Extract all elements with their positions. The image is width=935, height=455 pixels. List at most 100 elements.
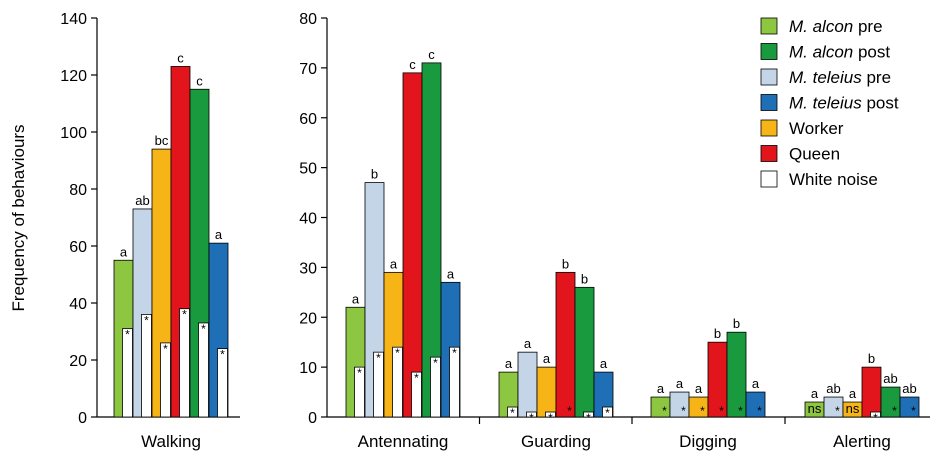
white-noise-bar (602, 406, 613, 418)
y-tick-label: 30 (299, 260, 317, 277)
legend-label: White noise (789, 170, 878, 189)
bar-alerting-queen (861, 366, 882, 418)
y-tick-label: 20 (69, 353, 87, 370)
category-guarding: a * a * a * b * b * a * Guarding (498, 256, 614, 451)
significance-letter: a (676, 376, 684, 391)
y-tick-label: 40 (69, 296, 87, 313)
noise-comparison-mark: * (376, 351, 381, 365)
white-noise-bar (179, 308, 190, 418)
noise-comparison-mark: * (873, 411, 878, 425)
category-label: Antennating (358, 432, 449, 451)
white-noise-bar (198, 322, 209, 418)
legend-species-name: M. alcon (789, 17, 853, 36)
noise-comparison-mark: * (163, 342, 168, 356)
legend-label-suffix: post (862, 94, 899, 113)
bar-guarding-m-teleius-pre (517, 351, 538, 418)
category-antennating: a * b * a * c * c * a * Antennating (345, 47, 461, 451)
significance-letter: a (600, 356, 608, 371)
y-tick-label: 120 (60, 68, 87, 85)
significance-letter: c (177, 50, 184, 65)
legend-item-m-alcon-post: M. alcon post (760, 43, 890, 62)
significance-letter: a (849, 386, 857, 401)
significance-letter: a (447, 266, 455, 281)
white-noise-bar (160, 342, 171, 418)
legend-label-suffix: post (853, 43, 890, 62)
y-tick-label: 60 (69, 239, 87, 256)
bar-guarding-queen (555, 271, 576, 418)
y-tick-label: 40 (299, 211, 317, 228)
legend-label-suffix: White noise (789, 170, 878, 189)
y-tick-label: 80 (69, 182, 87, 199)
noise-comparison-mark: * (700, 404, 705, 418)
white-noise-bar (430, 356, 441, 418)
significance-letter: b (868, 351, 875, 366)
y-tick-label: 0 (308, 410, 317, 427)
legend-species-name: M. teleius (789, 68, 862, 87)
white-noise-bar (526, 411, 537, 418)
legend-item-white-noise: White noise (760, 170, 878, 189)
bar-guarding-worker (536, 366, 557, 418)
legend-label: M. alcon post (789, 43, 890, 62)
significance-letter: c (428, 47, 435, 62)
noise-comparison-mark: * (911, 404, 916, 418)
significance-letter: a (524, 336, 532, 351)
significance-letter: a (505, 356, 513, 371)
y-tick-label: 50 (299, 161, 317, 178)
legend-swatch (760, 145, 778, 162)
legend-label-suffix: Queen (789, 145, 840, 164)
significance-letter: ab (826, 381, 840, 396)
noise-comparison-mark: * (681, 404, 686, 418)
y-tick-label: 80 (299, 11, 317, 28)
significance-letter: a (811, 386, 819, 401)
noise-comparison-mark: * (605, 406, 610, 420)
significance-letter: b (733, 316, 740, 331)
bar-digging-worker (688, 396, 709, 418)
bar-digging-m-teleius-post (745, 391, 766, 418)
significance-letter: b (562, 256, 569, 271)
noise-comparison-mark: * (182, 308, 187, 322)
legend-item-queen: Queen (760, 145, 840, 164)
bar-digging-m-alcon-post (726, 331, 747, 418)
category-label: Guarding (521, 432, 591, 451)
legend-label-suffix: pre (853, 17, 882, 36)
y-axis-label: Frequency of behaviours (9, 124, 28, 311)
legend-label: Worker (789, 119, 844, 138)
y-tick-label: 0 (78, 410, 87, 427)
legend-label-suffix: pre (862, 68, 891, 87)
noise-comparison-mark: * (414, 371, 419, 385)
y-tick-label: 70 (299, 61, 317, 78)
noise-comparison-mark: * (144, 313, 149, 327)
legend-item-m-teleius-post: M. teleius post (760, 94, 899, 113)
noise-comparison-mark: * (757, 404, 762, 418)
noise-comparison-mark: * (892, 404, 897, 418)
noise-comparison-mark: * (719, 404, 724, 418)
significance-letter: bc (155, 133, 169, 148)
legend-label-suffix: Worker (789, 119, 844, 138)
significance-letter: a (120, 244, 128, 259)
significance-letter: c (409, 57, 416, 72)
white-noise-bar (141, 313, 152, 418)
legend-label: M. teleius pre (789, 68, 891, 87)
significance-letter: a (657, 381, 665, 396)
noise-comparison-mark: * (220, 348, 225, 362)
significance-letter: a (352, 291, 360, 306)
y-tick-label: 20 (299, 310, 317, 327)
white-noise-bar (870, 411, 881, 418)
white-noise-bar (411, 371, 422, 418)
category-digging: a*a*a*b*b*a*Digging (650, 316, 766, 451)
legend-species-name: M. alcon (789, 43, 853, 62)
significance-letter: c (196, 73, 203, 88)
noise-comparison-mark: * (510, 406, 515, 420)
significance-letter: a (752, 376, 760, 391)
white-noise-bar (449, 346, 460, 418)
noise-comparison-mark: * (738, 404, 743, 418)
noise-comparison-mark: * (548, 411, 553, 425)
noise-comparison-mark: * (357, 366, 362, 380)
noise-comparison-mark: * (201, 322, 206, 336)
legend-item-m-teleius-pre: M. teleius pre (760, 68, 891, 87)
walking-panel: 0 20 40 60 80 100 120 140 a * ab * bc * c * c * a * Walking (60, 11, 240, 451)
legend-item-m-alcon-pre: M. alcon pre (760, 17, 883, 36)
noise-comparison-mark: ns (846, 401, 860, 416)
